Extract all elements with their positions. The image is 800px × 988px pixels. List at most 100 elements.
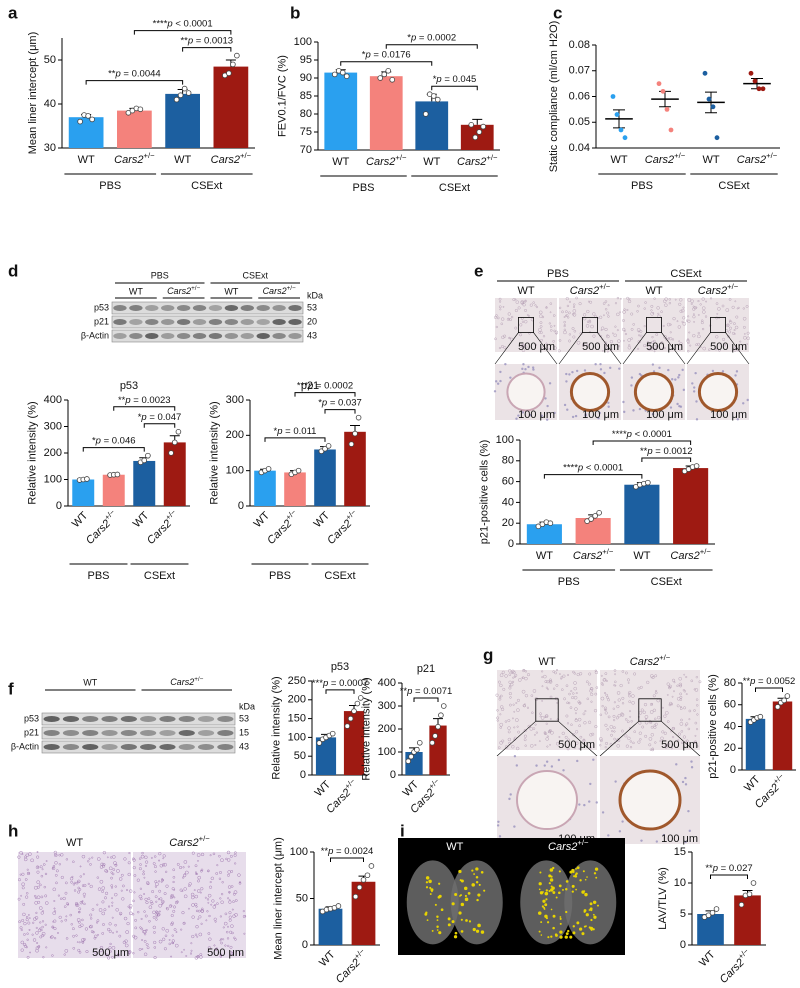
tissue-texture	[721, 304, 725, 308]
nuclei	[543, 764, 546, 767]
low-attenuation-voxel	[544, 903, 548, 907]
image-label: WT	[446, 841, 463, 853]
tissue-texture	[173, 905, 176, 909]
tissue-texture	[158, 880, 161, 883]
nuclei	[497, 820, 500, 823]
data-point	[177, 92, 184, 98]
tissue-texture	[552, 670, 555, 673]
tissue-texture	[218, 854, 221, 858]
tissue-texture	[621, 670, 625, 673]
tissue-texture	[77, 886, 80, 890]
tissue-texture	[227, 873, 230, 877]
y-tick-label: 90	[300, 72, 312, 84]
tissue-texture	[42, 863, 46, 866]
tissue-texture	[648, 743, 652, 747]
tissue-texture	[548, 347, 552, 351]
tissue-texture	[131, 913, 135, 916]
tissue-texture	[199, 955, 203, 959]
nuclei	[630, 384, 633, 387]
data-point	[414, 746, 420, 753]
data-point	[84, 476, 90, 482]
tissue-texture	[524, 670, 527, 673]
tissue-texture	[33, 917, 37, 921]
tissue-texture	[679, 309, 683, 313]
tissue-texture	[146, 882, 150, 885]
tissue-texture	[233, 853, 237, 857]
image-group-label: CSExt	[670, 268, 701, 280]
data-point	[710, 104, 716, 110]
tissue-texture	[499, 740, 504, 745]
tissue-texture	[36, 851, 39, 853]
tissue-texture	[108, 946, 112, 950]
tissue-texture	[684, 724, 687, 727]
tissue-texture	[53, 910, 57, 913]
tissue-texture	[556, 669, 559, 672]
tissue-texture	[36, 885, 40, 889]
tissue-texture	[629, 746, 633, 749]
tissue-texture	[701, 297, 705, 301]
tissue-texture	[636, 310, 639, 313]
tissue-texture	[181, 911, 185, 915]
tissue-texture	[680, 730, 684, 733]
tissue-texture	[54, 861, 58, 865]
tissue-texture	[41, 868, 44, 871]
data-point	[614, 112, 620, 117]
data-point	[368, 863, 375, 869]
tissue-texture	[224, 912, 228, 916]
low-attenuation-voxel	[438, 894, 442, 898]
tissue-texture	[499, 308, 502, 311]
tissue-texture	[115, 930, 118, 933]
blot-band	[224, 333, 239, 339]
tissue-texture	[120, 873, 124, 877]
tissue-texture	[81, 941, 85, 944]
tissue-texture	[511, 745, 515, 749]
tissue-texture	[132, 857, 135, 861]
tissue-texture	[102, 923, 105, 926]
tissue-texture	[143, 910, 146, 913]
blot-band	[161, 333, 175, 339]
tissue-texture	[516, 698, 520, 702]
tissue-texture	[145, 943, 149, 946]
tissue-texture	[614, 680, 617, 684]
tissue-texture	[673, 690, 675, 693]
tissue-texture	[626, 308, 629, 311]
tissue-texture	[606, 696, 609, 699]
nuclei	[675, 763, 678, 766]
tissue-texture	[73, 881, 77, 885]
tissue-texture	[229, 951, 233, 955]
tissue-texture	[567, 701, 571, 705]
tissue-texture	[534, 304, 537, 307]
tissue-texture	[602, 302, 606, 305]
tissue-texture	[104, 953, 108, 957]
tissue-texture	[191, 934, 195, 939]
tissue-texture	[694, 721, 698, 725]
tissue-texture	[718, 349, 721, 352]
tissue-texture	[213, 944, 216, 947]
data-point	[610, 94, 616, 99]
tissue-texture	[567, 316, 570, 319]
low-attenuation-voxel	[453, 935, 458, 939]
low-attenuation-voxel	[537, 911, 542, 915]
tissue-texture	[222, 938, 225, 941]
low-attenuation-voxel	[447, 917, 451, 921]
tissue-texture	[94, 951, 98, 955]
tissue-texture	[208, 914, 211, 918]
significance-label: ****p < 0.0001	[563, 462, 623, 473]
tissue-texture	[612, 714, 616, 718]
tissue-texture	[148, 920, 151, 923]
bar	[673, 468, 709, 544]
tissue-texture	[517, 730, 520, 734]
blot-band	[43, 744, 60, 750]
tissue-texture	[617, 714, 621, 718]
x-tick-label: Cars2+/−	[670, 547, 711, 562]
scale-label: 500 μm	[646, 341, 683, 353]
tissue-texture	[743, 335, 747, 340]
tissue-texture	[695, 343, 698, 347]
data-point	[592, 513, 598, 519]
tissue-texture	[228, 891, 231, 894]
tissue-texture	[105, 870, 109, 873]
tissue-texture	[617, 345, 621, 348]
tissue-texture	[91, 856, 94, 859]
tissue-texture	[651, 747, 654, 751]
tissue-texture	[654, 717, 657, 721]
